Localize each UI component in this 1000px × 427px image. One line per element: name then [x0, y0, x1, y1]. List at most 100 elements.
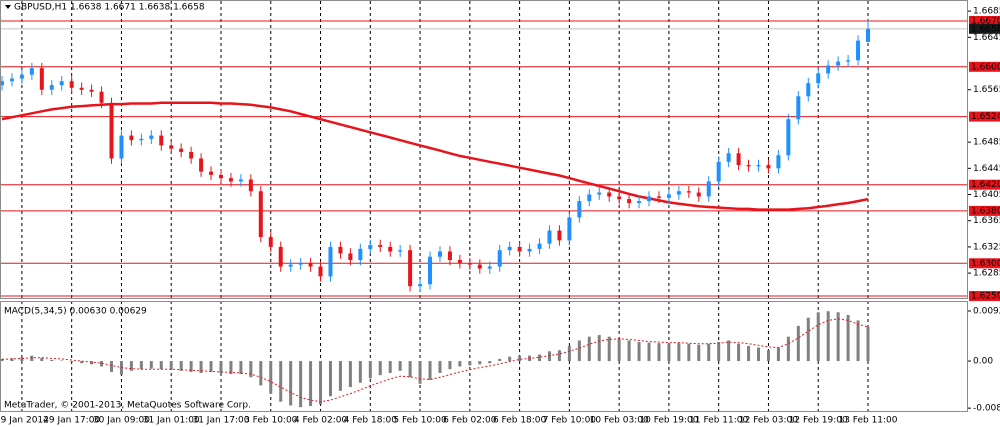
bid-label-box: [969, 23, 1000, 34]
macd-bar: [577, 340, 581, 362]
candle-body: [806, 83, 811, 97]
symbol-menu-icon: [5, 5, 11, 9]
macd-bar: [219, 361, 223, 373]
macd-bar: [388, 361, 392, 373]
macd-bar: [10, 358, 14, 362]
y-tick-label: 1.6285: [973, 269, 1000, 279]
candle-body: [428, 256, 433, 285]
candle-body: [617, 196, 622, 200]
candle-body: [467, 263, 472, 265]
candle-body: [79, 87, 84, 90]
macd-bar: [757, 347, 761, 362]
candle-body: [577, 201, 582, 218]
candle-body: [388, 246, 393, 252]
macd-bar: [90, 361, 94, 365]
macd-bar: [478, 361, 482, 365]
candle-body: [866, 28, 870, 42]
candle-body: [328, 246, 333, 277]
macd-bar: [239, 361, 243, 375]
macd-bar: [20, 357, 24, 362]
candle-body: [627, 199, 632, 204]
macd-bar: [677, 343, 681, 362]
level-label-box: [969, 258, 1000, 269]
candle-body: [736, 153, 741, 166]
candle-body: [39, 68, 44, 90]
macd-bar: [508, 356, 512, 362]
macd-bar: [129, 361, 133, 371]
candle-body: [149, 135, 154, 139]
candle-body: [507, 246, 512, 251]
x-tick-label: 12 Feb 03:00: [739, 416, 798, 426]
macd-y-tick-label: -0.00869: [973, 404, 1000, 414]
macd-bar: [766, 350, 770, 362]
x-tick-label: 10 Feb 19:00: [639, 416, 698, 426]
macd-bar: [647, 342, 651, 362]
macd-bar: [786, 336, 790, 362]
candle-body: [49, 85, 54, 90]
candle-body: [487, 266, 492, 269]
candle-body: [69, 81, 74, 88]
candle-body: [89, 89, 94, 92]
macd-bar: [358, 361, 362, 383]
macd-bar: [100, 361, 104, 367]
candle-body: [398, 250, 403, 252]
macd-bar: [169, 361, 173, 370]
candle-body: [298, 263, 303, 265]
candle-body: [796, 96, 801, 120]
macd-bar: [338, 361, 342, 391]
macd-bar: [697, 344, 701, 362]
x-tick-label: 4 Feb 02:00: [294, 416, 348, 426]
candle-body: [119, 135, 124, 159]
macd-bar: [159, 361, 163, 370]
level-label: 1.6250: [971, 292, 1000, 302]
candle-body: [726, 153, 731, 162]
macd-bar: [776, 347, 780, 362]
candle-body: [189, 151, 194, 159]
candle-body: [756, 165, 761, 167]
y-tick-label: 1.6645: [973, 33, 1000, 43]
candle-body: [816, 73, 821, 84]
macd-bar: [249, 361, 253, 378]
macd-bar: [378, 361, 382, 376]
macd-bar: [428, 361, 432, 381]
macd-bar: [806, 317, 810, 362]
candle-body: [537, 243, 542, 249]
candle-body: [786, 119, 791, 156]
candle-body: [348, 253, 353, 261]
macd-bar: [667, 343, 671, 362]
candle-body: [338, 246, 343, 254]
candle-body: [637, 201, 642, 204]
candle-body: [447, 251, 452, 261]
candle-body: [656, 196, 661, 198]
x-tick-label: 13 Feb 11:00: [838, 416, 897, 426]
macd-bar: [627, 340, 631, 362]
macd-bar: [279, 361, 283, 402]
candle-body: [776, 155, 781, 169]
macd-bar: [70, 361, 74, 363]
macd-bar: [557, 350, 561, 362]
candle-body: [647, 196, 652, 202]
macd-bar: [269, 361, 273, 394]
level-label: 1.6420: [971, 180, 1000, 190]
candle-body: [179, 148, 184, 152]
candle-body: [238, 179, 243, 182]
candle-body: [497, 250, 502, 267]
level-label: 1.6524: [971, 112, 1000, 122]
macd-bar: [348, 361, 352, 388]
x-tick-label: 29 Jan 17:00: [43, 416, 100, 426]
candle-body: [437, 251, 442, 257]
candle-body: [547, 230, 552, 244]
macd-bar: [50, 359, 54, 362]
candle-body: [0, 81, 4, 86]
candle-body: [826, 65, 831, 74]
candle-body: [169, 145, 174, 149]
x-tick-label: 31 Jan 01:00: [143, 416, 200, 426]
candle-body: [59, 81, 64, 86]
candle-body: [358, 248, 363, 261]
candle-body: [517, 246, 522, 252]
level-label-box: [969, 111, 1000, 122]
candle-body: [288, 264, 293, 267]
macd-bar: [408, 361, 412, 378]
candle-body: [308, 263, 313, 267]
candle-body: [209, 171, 214, 175]
